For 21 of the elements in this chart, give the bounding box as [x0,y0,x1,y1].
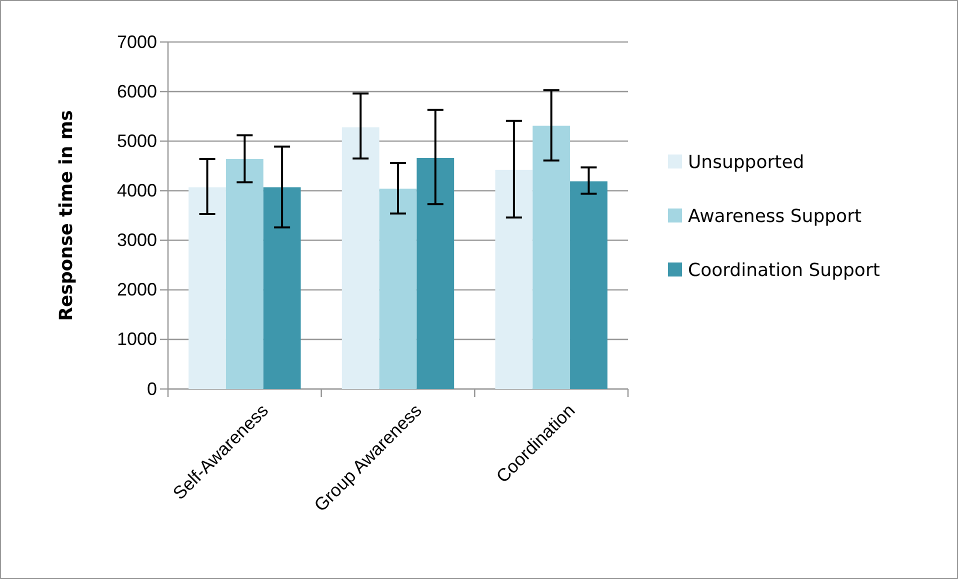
y-axis-title: Response time in ms [56,110,77,321]
legend-label: Awareness Support [688,206,862,227]
bar [379,188,417,389]
bar [342,127,380,389]
y-tick-label: 3000 [116,230,157,250]
y-tick-label: 2000 [116,280,157,300]
bar [263,187,301,389]
y-tick-label: 7000 [116,32,157,52]
y-tick-label: 4000 [116,180,157,200]
y-tick-label: 6000 [116,81,157,102]
bar [495,170,533,389]
bar [188,187,226,389]
bar [570,181,608,389]
legend-label: Unsupported [688,152,804,173]
y-tick-label: 0 [146,378,157,399]
y-tick-label: 5000 [116,130,157,151]
bar [226,158,264,389]
y-tick-label: 1000 [116,329,157,350]
legend-label: Coordination Support [688,260,880,281]
bar [416,158,454,389]
bar [532,126,570,389]
